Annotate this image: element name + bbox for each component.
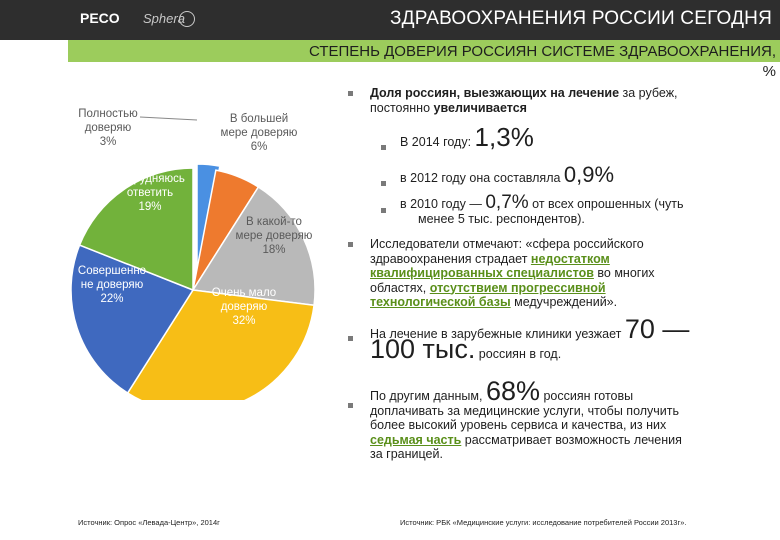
bullet-icon (381, 181, 386, 186)
bullet-icon (348, 91, 353, 96)
bullet-icon (348, 336, 353, 341)
chart-subtitle-unit: % (762, 63, 776, 80)
paragraph-researchers: Исследователи отмечают: «сфера российско… (370, 237, 655, 309)
bullet-icon (348, 403, 353, 408)
label-somewhat-trust: В какой-то мере доверяю 18% (235, 216, 313, 256)
stat-2010: в 2010 году — 0,7% от всех опрошенных (ч… (400, 192, 684, 226)
label-little-trust: Очень мало доверяю 32% (211, 287, 277, 327)
stat-2012: в 2012 году она составляла 0,9% (400, 162, 615, 187)
trust-pie-chart (70, 116, 316, 400)
page-title: ЗДРАВООХРАНЕНИЯ РОССИИ СЕГОДНЯ (389, 8, 772, 29)
logo-mark-icon (179, 11, 195, 27)
paragraph-extra-pay: По другим данным, 68% россиян готовы доп… (370, 376, 682, 462)
leader-line (139, 116, 198, 121)
slice-hard-to-say (78, 167, 194, 292)
slice-little-trust (126, 289, 315, 400)
paragraph-abroad-count: На лечение в зарубежные клиники уезжает … (370, 314, 690, 364)
slice-no-trust (70, 244, 195, 395)
source-right: Источник: РБК «Медицинские услуги: иссле… (400, 518, 687, 527)
label-full-trust: Полностью доверяю 3% (78, 108, 138, 148)
bullet-icon (348, 242, 353, 247)
subtitle-bar (68, 40, 780, 62)
logo-text-secondary: Sphera (143, 11, 185, 26)
label-no-trust: Совершенно не доверяю 22% (77, 265, 147, 305)
bullet-icon (381, 208, 386, 213)
source-left: Источник: Опрос «Левада-Центр», 2014г (78, 518, 220, 527)
paragraph-travel-share: Доля россиян, выезжающих на лечение за р… (370, 86, 678, 115)
chart-subtitle: СТЕПЕНЬ ДОВЕРИЯ РОССИЯН СИСТЕМЕ ЗДРАВООХ… (308, 43, 776, 60)
bullet-icon (381, 145, 386, 150)
header-bar (0, 0, 780, 40)
stat-2014: В 2014 году: 1,3% (400, 122, 534, 152)
label-hard-to-say: Затрудняюсь ответить 19% (115, 173, 185, 213)
slice-somewhat-trust (191, 185, 316, 307)
logo-text: PECO (80, 10, 120, 26)
label-mostly-trust: В большей мере доверяю 6% (220, 113, 298, 153)
logo-box (0, 0, 68, 40)
